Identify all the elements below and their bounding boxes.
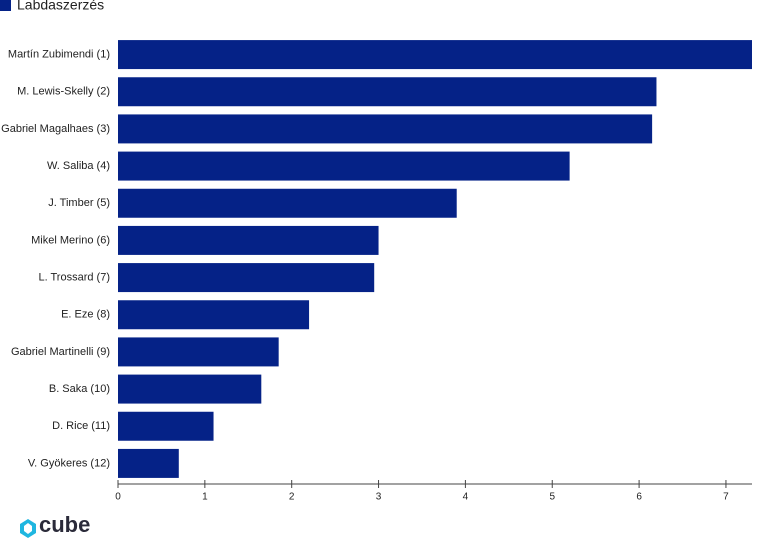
y-tick-label: E. Eze (8) (61, 309, 110, 321)
y-tick-label: D. Rice (11) (52, 420, 110, 432)
x-tick-label: 2 (289, 492, 295, 503)
y-tick-label: Gabriel Martinelli (9) (11, 346, 110, 358)
bar (118, 188, 457, 218)
x-tick-label: 1 (202, 492, 208, 503)
y-tick-label: J. Timber (5) (48, 197, 110, 209)
logo: cube (20, 512, 90, 538)
bar (118, 40, 752, 70)
y-tick-label: W. Saliba (4) (47, 160, 110, 172)
legend-swatch (0, 0, 11, 11)
bar (118, 374, 262, 404)
bar (118, 337, 279, 367)
bar (118, 77, 657, 107)
y-tick-label: Martín Zubimendi (1) (8, 48, 110, 60)
y-tick-label: Mikel Merino (6) (31, 234, 110, 246)
x-tick-label: 5 (549, 492, 555, 503)
x-tick-label: 6 (636, 492, 642, 503)
bar (118, 411, 214, 441)
bar (118, 114, 653, 144)
y-tick-label: Gabriel Magalhaes (3) (1, 123, 110, 135)
bar (118, 225, 379, 255)
y-tick-label: B. Saka (10) (49, 383, 110, 395)
x-tick-label: 4 (463, 492, 469, 503)
x-tick-label: 7 (723, 492, 729, 503)
logo-icon (20, 519, 36, 538)
legend-label: Labdaszerzés (17, 0, 104, 13)
logo-text: cube (39, 512, 90, 537)
bar (118, 263, 375, 293)
y-tick-label: M. Lewis-Skelly (2) (17, 86, 110, 98)
x-tick-label: 0 (115, 492, 121, 503)
y-tick-label: L. Trossard (7) (38, 271, 110, 283)
bar (118, 448, 179, 478)
bar (118, 151, 570, 181)
x-tick-label: 3 (376, 492, 382, 503)
bar (118, 300, 310, 330)
y-tick-label: V. Gyökeres (12) (28, 457, 110, 469)
